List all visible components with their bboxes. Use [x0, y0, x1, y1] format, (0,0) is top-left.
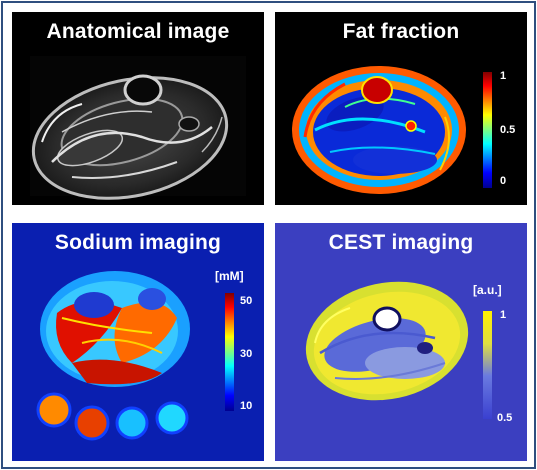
cest-title: CEST imaging: [328, 231, 474, 254]
anatomical-panel: Anatomical image: [12, 12, 264, 205]
cest-panel: [a.u.] 1 0.5 CEST imaging: [275, 223, 527, 461]
sodium-map: [36, 271, 190, 441]
fat-fraction-panel: 1 0.5 0 Fat fraction: [275, 12, 527, 205]
sodium-colorbar-max: 50: [240, 295, 253, 307]
anatomical-title: Anatomical image: [46, 20, 230, 43]
sodium-title: Sodium imaging: [54, 231, 222, 254]
cest-unit-label: [a.u.]: [473, 283, 502, 297]
cest-colorbar-max: 1: [500, 309, 507, 321]
fat-colorbar-max: 1: [500, 70, 507, 82]
cest-map: [305, 281, 469, 401]
fat-fraction-title: Fat fraction: [342, 20, 460, 43]
sodium-colorbar: [225, 293, 234, 411]
sodium-colorbar-min: 10: [240, 400, 253, 412]
sodium-unit-label: [mM]: [215, 269, 244, 283]
fat-colorbar-min: 0: [500, 175, 507, 187]
sodium-colorbar-mid: 30: [240, 348, 253, 360]
cest-colorbar: [483, 311, 492, 419]
fat-colorbar-mid: 0.5: [500, 124, 516, 136]
fat-fraction-map: [292, 66, 466, 194]
anatomical-mri-image: [30, 56, 246, 200]
fat-fraction-colorbar: [483, 72, 492, 188]
cest-colorbar-min: 0.5: [497, 412, 513, 424]
sodium-panel: [mM] 50 30 10 Sodium imaging: [12, 223, 264, 461]
